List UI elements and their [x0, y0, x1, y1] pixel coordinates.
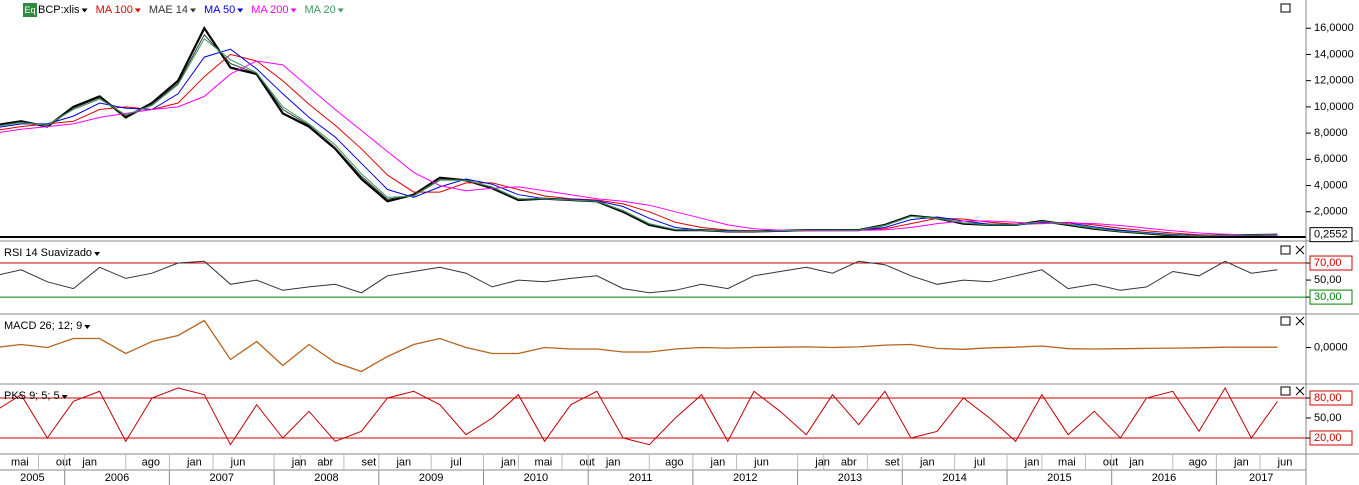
legend-entry[interactable]: BCP:xlis: [38, 4, 80, 16]
x-tick-label: ago: [665, 456, 683, 468]
x-tick-label: set: [362, 456, 377, 468]
dropdown-arrow: [94, 252, 101, 256]
x-tick-label: jun: [1277, 456, 1293, 468]
instrument-icon[interactable]: Eq: [23, 3, 37, 17]
year-label: 2012: [733, 472, 757, 484]
y-tick-label: 80,00: [1314, 392, 1342, 404]
y-tick-label: 30,00: [1314, 291, 1342, 303]
y-tick-label: 4,0000: [1314, 179, 1348, 191]
x-tick-label: out: [579, 456, 594, 468]
year-label: 2016: [1152, 472, 1176, 484]
panel-title: MACD 26; 12; 9: [4, 320, 82, 332]
year-label: 2011: [629, 472, 653, 484]
series-line: [0, 386, 1278, 446]
year-label: 2008: [314, 472, 338, 484]
y-tick-box: [1309, 289, 1353, 305]
legend-entry[interactable]: MA 200: [251, 4, 288, 16]
series-line: [0, 260, 1278, 294]
x-tick-label: jan: [1024, 456, 1040, 468]
dropdown-arrow: [237, 8, 244, 13]
y-tick-label: 0,0000: [1314, 341, 1348, 353]
y-tick-label: 14,0000: [1314, 48, 1354, 60]
x-tick-label: abr: [317, 456, 333, 468]
x-tick-label: jan: [814, 456, 830, 468]
year-label: 2017: [1249, 472, 1273, 484]
x-tick-label: jan: [395, 456, 411, 468]
x-tick-label: ago: [1189, 456, 1207, 468]
x-tick-label: jan: [919, 456, 935, 468]
y-tick-box: [1309, 390, 1353, 406]
y-tick-label: 50,00: [1314, 274, 1342, 286]
year-label: 2006: [105, 472, 129, 484]
x-tick-label: jan: [710, 456, 726, 468]
x-tick-label: jul: [450, 456, 462, 468]
y-tick-label: 12,0000: [1314, 75, 1354, 87]
y-tick-label: 16,0000: [1314, 22, 1354, 34]
x-tick-label: mai: [11, 456, 29, 468]
year-label: 2015: [1047, 472, 1071, 484]
x-tick-label: jan: [186, 456, 202, 468]
last-value-box: [1309, 227, 1353, 243]
year-label: 2005: [20, 472, 44, 484]
x-tick-label: jan: [1128, 456, 1144, 468]
x-tick-label: out: [56, 456, 71, 468]
x-tick-label: jan: [605, 456, 621, 468]
plot-area: [0, 26, 1306, 446]
dropdown-arrow: [190, 8, 197, 13]
x-tick-label: jan: [291, 456, 307, 468]
x-tick-label: set: [885, 456, 900, 468]
x-tick-label: mai: [1058, 456, 1076, 468]
legend-entry[interactable]: MA 50: [204, 4, 235, 16]
dropdown-arrow: [134, 8, 141, 13]
series-line: [0, 37, 1278, 237]
dropdown-arrow: [84, 325, 91, 329]
y-tick-label: 6,0000: [1314, 153, 1348, 165]
x-tick-label: jan: [500, 456, 516, 468]
dropdown-arrow: [337, 8, 344, 13]
year-label: 2014: [942, 472, 966, 484]
y-tick-label: 70,00: [1314, 257, 1342, 269]
year-label: 2007: [210, 472, 234, 484]
svg-text:Eq: Eq: [24, 5, 35, 15]
panel-title: RSI 14 Suavizado: [4, 247, 92, 259]
x-tick-label: mai: [535, 456, 553, 468]
x-tick-label: jun: [753, 456, 769, 468]
y-tick-label: 20,00: [1314, 432, 1342, 444]
year-label: 2013: [838, 472, 862, 484]
dropdown-arrow: [290, 8, 297, 13]
series-line: [0, 60, 1278, 236]
x-tick-label: abr: [841, 456, 857, 468]
y-tick-label: 50,00: [1314, 412, 1342, 424]
legend-entry[interactable]: MA 20: [305, 4, 336, 16]
y-tick-label: 10,0000: [1314, 101, 1354, 113]
y-tick-box: [1309, 255, 1353, 271]
x-tick-label: jun: [230, 456, 246, 468]
y-tick-label: 2,0000: [1314, 206, 1348, 218]
dropdown-arrow: [81, 8, 88, 13]
legend-entry[interactable]: MAE 14: [149, 4, 188, 16]
y-tick-box: [1309, 430, 1353, 446]
x-tick-label: jan: [1233, 456, 1249, 468]
x-tick-label: jul: [973, 456, 985, 468]
window-buttons[interactable]: [1280, 3, 1305, 396]
year-label: 2010: [524, 472, 548, 484]
panel-title: PKS 9; 5; 5: [4, 390, 60, 402]
y-tick-label: 8,0000: [1314, 127, 1348, 139]
x-tick-label: jan: [81, 456, 97, 468]
last-value-label: 0,2552: [1314, 229, 1348, 241]
x-tick-label: out: [1103, 456, 1118, 468]
x-tick-label: ago: [142, 456, 160, 468]
series-line: [0, 319, 1278, 373]
dropdown-arrow: [61, 395, 68, 399]
legend-entry[interactable]: MA 100: [96, 4, 133, 16]
year-label: 2009: [419, 472, 443, 484]
